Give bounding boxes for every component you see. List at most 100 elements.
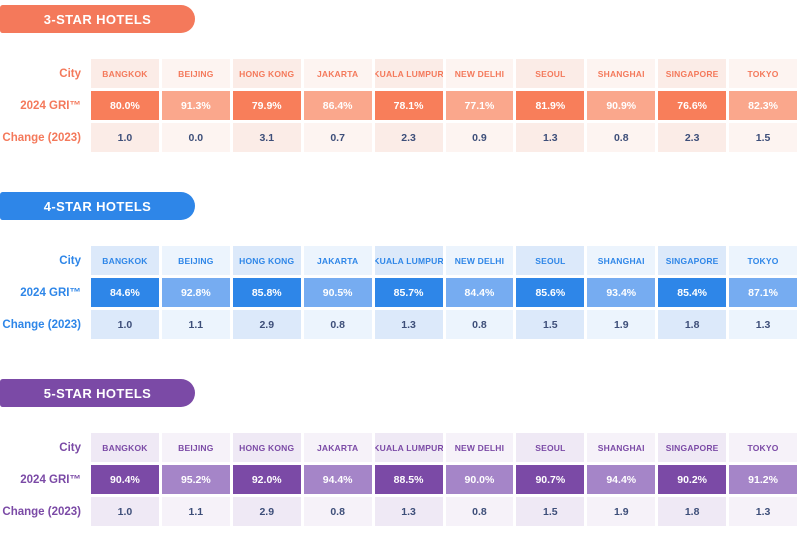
change-value: 0.0 [161, 123, 230, 152]
hotel-section: 3-STAR HOTELS City BANGKOK BEIJING HONG KON… [0, 5, 800, 152]
gri-value: 84.4% [445, 278, 514, 307]
city-header: SHANGHAI [587, 59, 656, 88]
section-title: 4-STAR HOTELS [43, 198, 152, 214]
row-label-city: City [0, 246, 88, 275]
change-value: 1.5 [516, 310, 585, 339]
change-value: 1.1 [161, 310, 230, 339]
hotel-gri-report: 3-STAR HOTELS City BANGKOK BEIJING HONG KON… [0, 5, 800, 526]
gri-value: 90.7% [516, 465, 585, 494]
section-header-pill-4-star: 4-STAR HOTELS [0, 192, 195, 220]
section-header-pill-3-star: 3-STAR HOTELS [0, 5, 195, 33]
city-header: JAKARTA [303, 246, 372, 275]
gri-value: 90.5% [303, 278, 372, 307]
city-header: SEOUL [516, 433, 585, 462]
change-value: 1.3 [729, 310, 797, 339]
gri-value: 77.1% [445, 91, 514, 120]
gri-value: 80.0% [91, 91, 159, 120]
city-header: SINGAPORE [658, 246, 727, 275]
gri-value: 87.1% [729, 278, 797, 307]
change-value: 3.1 [232, 123, 301, 152]
change-value: 0.9 [445, 123, 514, 152]
row-label-change: Change (2023) [0, 123, 88, 152]
section-title: 5-STAR HOTELS [43, 385, 152, 401]
gri-value: 91.2% [729, 465, 797, 494]
row-label-city: City [0, 59, 88, 88]
city-header: BEIJING [161, 246, 230, 275]
gri-value: 86.4% [303, 91, 372, 120]
change-value: 1.8 [658, 310, 727, 339]
gri-value: 90.0% [445, 465, 514, 494]
gri-value: 79.9% [232, 91, 301, 120]
city-header: TOKYO [729, 433, 797, 462]
gri-table-3-star: City BANGKOK BEIJING HONG KONG JAKARTA KUALA … [0, 59, 797, 152]
change-value: 1.3 [729, 497, 797, 526]
row-label-change: Change (2023) [0, 310, 88, 339]
gri-value: 95.2% [161, 465, 230, 494]
city-header: JAKARTA [303, 59, 372, 88]
gri-table-4-star: City BANGKOK BEIJING HONG KONG JAKARTA KUALA … [0, 246, 797, 339]
change-value: 2.3 [658, 123, 727, 152]
gri-value: 81.9% [516, 91, 585, 120]
change-value: 1.0 [91, 123, 159, 152]
city-header: KUALA LUMPUR [374, 59, 443, 88]
city-header: SEOUL [516, 246, 585, 275]
change-value: 1.9 [587, 497, 656, 526]
city-header: JAKARTA [303, 433, 372, 462]
gri-value: 90.2% [658, 465, 727, 494]
city-header: TOKYO [729, 246, 797, 275]
change-value: 0.8 [445, 310, 514, 339]
city-header: NEW DELHI [445, 433, 514, 462]
row-label-gri: 2024 GRI™ [0, 91, 88, 120]
gri-table-5-star: City BANGKOK BEIJING HONG KONG JAKARTA KUALA … [0, 433, 797, 526]
gri-value: 85.6% [516, 278, 585, 307]
gri-value: 85.7% [374, 278, 443, 307]
city-header: HONG KONG [232, 433, 301, 462]
gri-value: 94.4% [303, 465, 372, 494]
gri-value: 85.8% [232, 278, 301, 307]
change-value: 1.8 [658, 497, 727, 526]
change-value: 0.7 [303, 123, 372, 152]
change-value: 1.5 [516, 497, 585, 526]
change-value: 2.3 [374, 123, 443, 152]
change-value: 1.0 [91, 497, 159, 526]
change-value: 1.3 [516, 123, 585, 152]
change-value: 0.8 [587, 123, 656, 152]
city-header: TOKYO [729, 59, 797, 88]
city-header: HONG KONG [232, 59, 301, 88]
city-header: KUALA LUMPUR [374, 433, 443, 462]
change-value: 1.9 [587, 310, 656, 339]
city-header: SEOUL [516, 59, 585, 88]
gri-value: 85.4% [658, 278, 727, 307]
gri-value: 92.8% [161, 278, 230, 307]
section-header-pill-5-star: 5-STAR HOTELS [0, 379, 195, 407]
city-header: SHANGHAI [587, 246, 656, 275]
city-header: BEIJING [161, 59, 230, 88]
row-label-change: Change (2023) [0, 497, 88, 526]
change-value: 1.3 [374, 310, 443, 339]
hotel-section: 5-STAR HOTELS City BANGKOK BEIJING HONG KON… [0, 379, 800, 526]
change-value: 0.8 [303, 497, 372, 526]
change-value: 1.5 [729, 123, 797, 152]
city-header: SHANGHAI [587, 433, 656, 462]
gri-value: 92.0% [232, 465, 301, 494]
section-title: 3-STAR HOTELS [43, 11, 152, 27]
change-value: 1.1 [161, 497, 230, 526]
city-header: KUALA LUMPUR [374, 246, 443, 275]
gri-value: 76.6% [658, 91, 727, 120]
city-header: BANGKOK [91, 433, 159, 462]
city-header: BANGKOK [91, 59, 159, 88]
change-value: 0.8 [445, 497, 514, 526]
change-value: 2.9 [232, 310, 301, 339]
change-value: 1.0 [91, 310, 159, 339]
city-header: NEW DELHI [445, 59, 514, 88]
change-value: 0.8 [303, 310, 372, 339]
city-header: NEW DELHI [445, 246, 514, 275]
gri-value: 90.4% [91, 465, 159, 494]
city-header: HONG KONG [232, 246, 301, 275]
gri-value: 91.3% [161, 91, 230, 120]
gri-value: 93.4% [587, 278, 656, 307]
city-header: BANGKOK [91, 246, 159, 275]
row-label-gri: 2024 GRI™ [0, 465, 88, 494]
gri-value: 84.6% [91, 278, 159, 307]
row-label-gri: 2024 GRI™ [0, 278, 88, 307]
